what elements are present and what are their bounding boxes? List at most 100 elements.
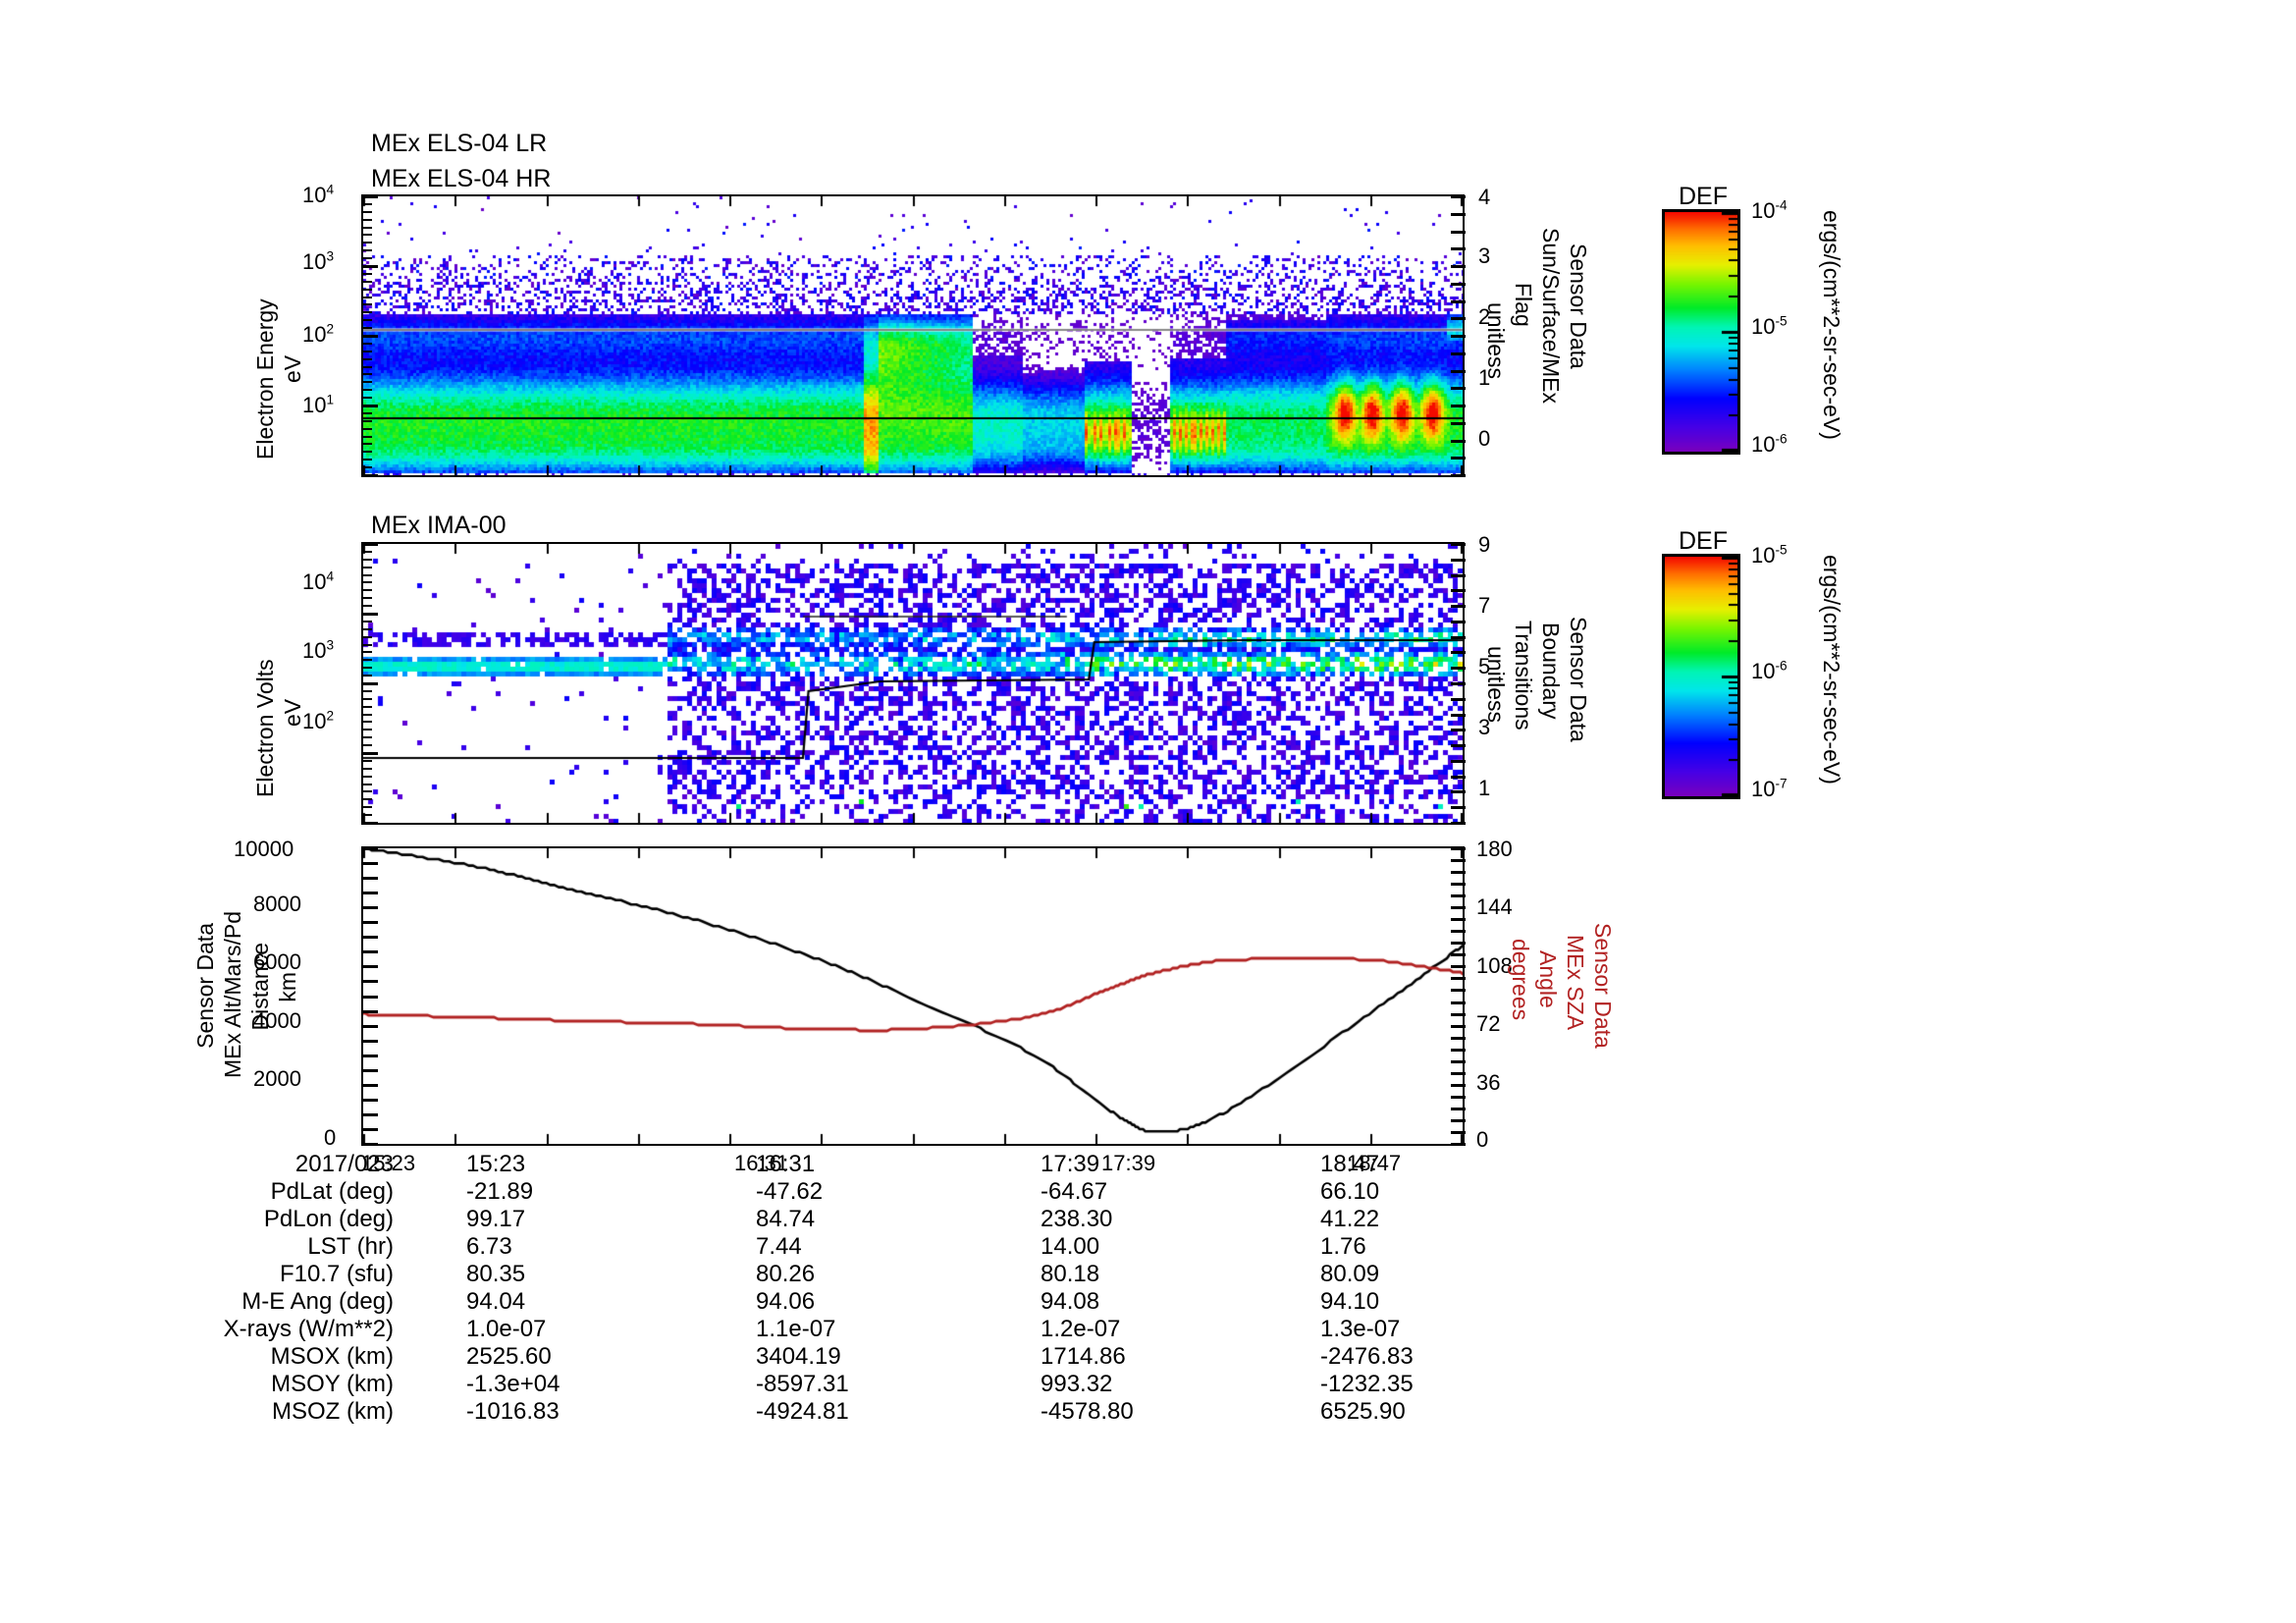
axis-tick: [1451, 697, 1466, 701]
table-cell: 94.08: [1041, 1288, 1100, 1315]
axis-tick: [363, 980, 378, 984]
axis-tick: [1451, 953, 1466, 957]
table-cell: 7.44: [756, 1233, 802, 1260]
table-cell: 1.2e-07: [1041, 1316, 1121, 1342]
axis-minor-tick: [363, 783, 372, 785]
axis-tick: [1451, 822, 1466, 825]
axis-minor-tick: [363, 729, 372, 731]
axis-minor-tick: [363, 798, 372, 801]
axis-minor-tick: [363, 319, 372, 322]
panel3-left-label-2: MEx Alt/Mars/Pd: [220, 911, 245, 1078]
axis-minor-tick: [363, 759, 372, 762]
panel2-right-label-3: Transitions: [1511, 621, 1536, 730]
axis-tick: [1451, 457, 1466, 460]
table-row: PdLat (deg) -21.89 -47.62 -64.67 66.10: [147, 1178, 1522, 1206]
axis-minor-tick: [363, 373, 372, 376]
axis-tick: [1451, 759, 1466, 763]
panel1-ytick-1: 103: [302, 248, 335, 274]
panel3-rtick-0: 180: [1476, 837, 1513, 861]
colorbar2[interactable]: [1662, 554, 1740, 799]
axis-minor-tick: [363, 643, 372, 646]
axis-minor-tick: [363, 620, 372, 622]
panel2-right-label-2: Boundary: [1538, 622, 1564, 720]
panel1-right-label-4: unitless: [1483, 302, 1509, 379]
axis-tick: [363, 877, 378, 881]
table-row: MSOZ (km) -1016.83 -4924.81 -4578.80 6525.90: [147, 1398, 1522, 1426]
axis-minor-tick: [363, 389, 372, 392]
axis-tick: [1451, 667, 1466, 671]
axis-minor-tick: [363, 667, 372, 670]
axis-tick: [363, 195, 378, 198]
axis-tick: [1451, 282, 1466, 286]
table-row-label: MSOZ (km): [272, 1398, 394, 1425]
xaxis-tick-label-0: 15:23: [361, 1151, 416, 1175]
panel1-rtick-3: 1: [1478, 365, 1491, 390]
table-cell: 3404.19: [756, 1343, 841, 1370]
axis-tick: [363, 1054, 378, 1057]
axis-tick: [363, 405, 378, 407]
panel3-altitude-sza[interactable]: [361, 846, 1465, 1146]
axis-minor-tick: [363, 257, 372, 260]
axis-tick: [1451, 474, 1466, 477]
colorbar2-bottom-exp: -7: [1775, 776, 1788, 791]
table-cell: 80.35: [466, 1261, 526, 1287]
panel1-ytick-exp-1: 3: [326, 248, 335, 264]
axis-minor-tick: [363, 597, 372, 600]
panel2-ylabel-line1: Electron Volts: [252, 659, 278, 797]
axis-tick: [363, 613, 378, 616]
colorbar1[interactable]: [1662, 209, 1740, 455]
axis-minor-tick: [363, 589, 372, 592]
axis-minor-tick: [363, 744, 372, 747]
axis-tick: [363, 752, 378, 755]
panel2-right-label-4: unitless: [1483, 646, 1509, 723]
axis-tick: [363, 1024, 378, 1028]
panel1-rtick-1: 3: [1478, 243, 1491, 268]
axis-minor-tick: [363, 288, 372, 291]
axis-minor-tick: [363, 272, 372, 275]
axis-tick: [1451, 682, 1466, 685]
panel3-right-label-4: degrees: [1508, 939, 1533, 1021]
axis-minor-tick: [363, 411, 372, 414]
axis-minor-tick: [363, 705, 372, 708]
panel3-right-label-2: MEx SZA: [1563, 935, 1588, 1031]
table-cell: 80.18: [1041, 1261, 1100, 1287]
panel3-ltick-5: 0: [324, 1125, 337, 1150]
table-cell: 41.22: [1320, 1206, 1380, 1232]
panel1-spectrogram[interactable]: [361, 194, 1465, 477]
table-cell: 2525.60: [466, 1343, 552, 1370]
axis-tick: [1451, 1048, 1466, 1052]
axis-minor-tick: [363, 427, 372, 430]
table-row-label: PdLat (deg): [270, 1178, 394, 1205]
axis-tick: [363, 474, 378, 477]
panel3-right-label-3: Angle: [1535, 950, 1561, 1008]
axis-tick: [1451, 369, 1466, 373]
axis-tick: [1451, 352, 1466, 355]
axis-tick: [1451, 847, 1466, 850]
axis-minor-tick: [363, 210, 372, 213]
axis-minor-tick: [363, 675, 372, 677]
table-cell: 1.76: [1320, 1233, 1366, 1260]
axis-tick: [1451, 965, 1466, 969]
axis-tick: [1451, 729, 1466, 732]
panel2-title: MEx IMA-00: [371, 512, 507, 539]
table-row: MSOX (km) 2525.60 3404.19 1714.86 -2476.83: [147, 1343, 1522, 1371]
axis-tick: [1451, 1059, 1466, 1063]
table-row: F10.7 (sfu) 80.35 80.26 80.18 80.09: [147, 1261, 1522, 1288]
panel2-spectrogram[interactable]: [361, 542, 1465, 825]
axis-tick: [1451, 589, 1466, 593]
panel1-rtick-0: 4: [1478, 185, 1491, 209]
axis-tick: [363, 906, 378, 910]
table-cell: 17:39: [1041, 1151, 1100, 1177]
axis-tick: [1451, 775, 1466, 779]
axis-tick: [1451, 212, 1466, 216]
axis-tick: [1451, 405, 1466, 407]
axis-tick: [1451, 543, 1466, 546]
axis-tick: [1451, 558, 1466, 562]
axis-tick: [363, 1083, 378, 1087]
table-row-label: F10.7 (sfu): [279, 1261, 394, 1287]
axis-tick: [1451, 883, 1466, 887]
axis-minor-tick: [363, 814, 372, 817]
panel1-rtick-2: 2: [1478, 304, 1491, 329]
table-cell: 94.10: [1320, 1288, 1380, 1315]
axis-minor-tick: [363, 226, 372, 229]
